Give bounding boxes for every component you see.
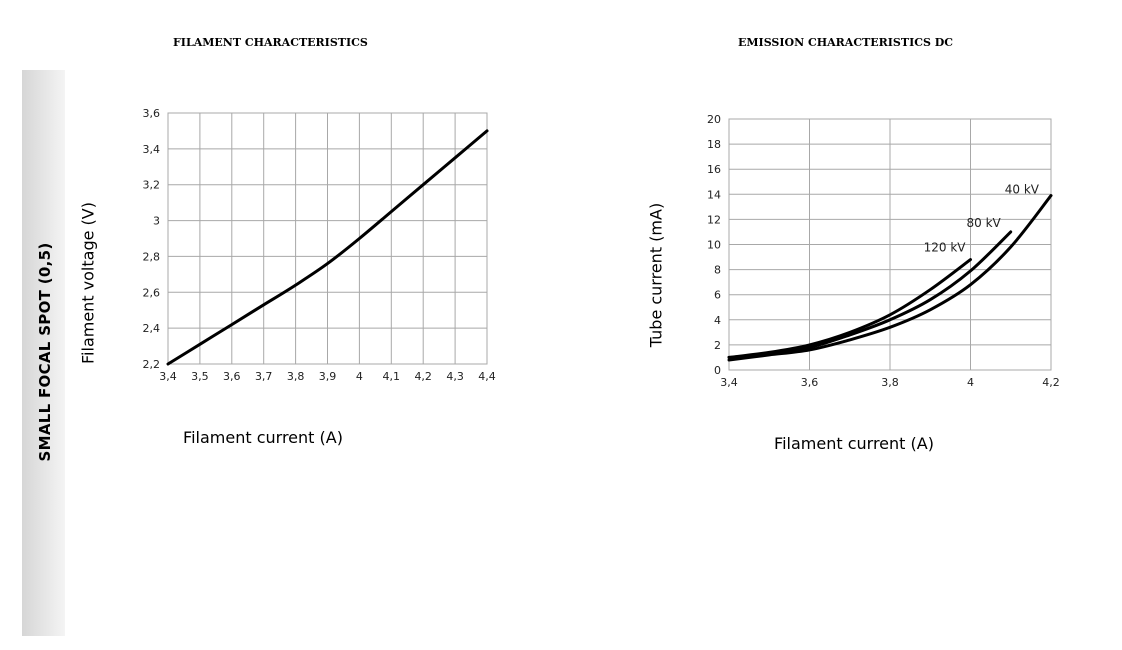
series-line (166, 129, 489, 366)
x-tick-label: 3,7 (255, 370, 273, 383)
y-tick-label: 3,4 (143, 143, 161, 156)
y-tick-label: 2 (714, 339, 721, 352)
x-tick-label: 3,8 (881, 376, 899, 389)
series-label: 40 kV (1005, 183, 1040, 197)
y-tick-label: 2,4 (143, 322, 161, 335)
x-axis-label-filament: Filament current (A) (183, 428, 343, 447)
side-band (22, 70, 65, 636)
y-tick-label: 16 (707, 163, 721, 176)
series-line (727, 194, 1053, 362)
x-tick-label: 3,4 (159, 370, 177, 383)
x-tick-label: 3,9 (319, 370, 337, 383)
y-tick-label: 3,2 (143, 179, 161, 192)
x-tick-label: 4,3 (446, 370, 464, 383)
y-tick-label: 2,8 (143, 250, 161, 263)
y-tick-label: 8 (714, 264, 721, 277)
y-tick-label: 18 (707, 138, 721, 151)
x-tick-label: 4,2 (1042, 376, 1060, 389)
x-tick-label: 4,1 (383, 370, 401, 383)
series-label: 80 kV (967, 216, 1002, 230)
x-axis-label-emission: Filament current (A) (774, 434, 934, 453)
x-tick-label: 3,6 (801, 376, 819, 389)
y-tick-label: 2,2 (143, 358, 161, 371)
y-tick-label: 10 (707, 239, 721, 252)
chart-title-filament: FILAMENT CHARACTERISTICS (173, 36, 368, 49)
x-tick-label: 3,4 (720, 376, 738, 389)
x-tick-label: 4 (967, 376, 974, 389)
y-tick-label: 3,6 (143, 107, 161, 120)
chart-title-emission: EMISSION CHARACTERISTICS DC (738, 36, 954, 49)
x-tick-label: 4,4 (478, 370, 496, 383)
y-tick-label: 12 (707, 213, 721, 226)
x-tick-label: 4 (356, 370, 363, 383)
x-tick-label: 3,8 (287, 370, 305, 383)
x-tick-label: 3,6 (223, 370, 241, 383)
y-tick-label: 20 (707, 113, 721, 126)
x-tick-label: 3,5 (191, 370, 209, 383)
plot-frame (728, 118, 1052, 371)
series-label: 120 kV (924, 241, 967, 255)
y-tick-label: 6 (714, 289, 721, 302)
y-tick-label: 2,6 (143, 286, 161, 299)
x-tick-label: 4,2 (414, 370, 432, 383)
y-tick-label: 3 (153, 215, 160, 228)
y-tick-label: 14 (707, 188, 721, 201)
y-tick-label: 4 (714, 314, 721, 327)
plot-frame (167, 112, 488, 365)
y-tick-label: 0 (714, 364, 721, 377)
